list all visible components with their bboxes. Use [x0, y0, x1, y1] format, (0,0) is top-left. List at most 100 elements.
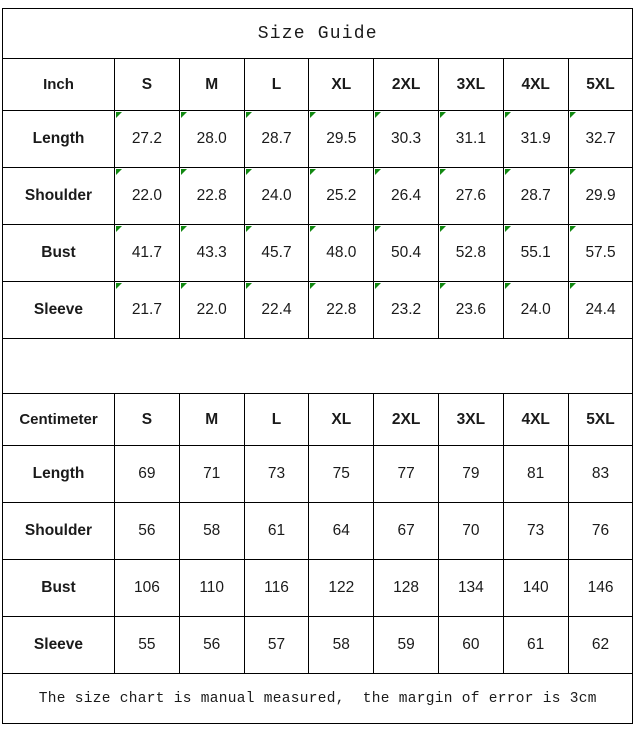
measurement-cell: 50.4 [373, 224, 439, 282]
measurement-cell: 70 [437, 502, 504, 560]
measurement-cell: 22.0 [114, 167, 180, 225]
footer-row: The size chart is manual measured, the m… [1, 673, 634, 724]
measurement-cell: 24.0 [243, 167, 310, 225]
column-header-5xl: 5XL [567, 58, 634, 111]
header-row-centimeter: Centimeter S M L XL 2XL 3XL 4XL 5XL [2, 393, 634, 446]
size-guide-table: Size Guide Inch S M L XL 2XL 3XL 4XL 5XL Length 27.… [1, 8, 634, 724]
data-row: Bust 106 110 116 122 128 134 140 146 [2, 559, 634, 617]
measurement-cell: 61 [502, 616, 569, 674]
measurement-cell: 62 [567, 616, 634, 674]
measurement-cell: 32.7 [567, 110, 634, 168]
measurement-cell: 28.7 [243, 110, 310, 168]
measurement-cell: 71 [178, 445, 245, 503]
data-row: Sleeve 55 56 57 58 59 60 61 62 [2, 616, 634, 674]
column-header-5xl: 5XL [567, 393, 634, 446]
column-header-xl: XL [308, 393, 375, 446]
row-label-sleeve: Sleeve [2, 616, 115, 674]
column-header-xl: XL [308, 58, 375, 111]
column-header-s: S [114, 58, 180, 111]
measurement-cell: 52.8 [437, 224, 504, 282]
measurement-cell: 64 [308, 502, 375, 560]
column-header-4xl: 4XL [502, 58, 569, 111]
measurement-cell: 24.4 [567, 281, 634, 339]
measurement-cell: 23.2 [373, 281, 439, 339]
row-label-bust: Bust [2, 559, 115, 617]
measurement-cell: 48.0 [308, 224, 375, 282]
row-label-shoulder: Shoulder [2, 167, 115, 225]
measurement-cell: 60 [437, 616, 504, 674]
measurement-cell: 29.9 [567, 167, 634, 225]
measurement-cell: 106 [114, 559, 180, 617]
row-label-shoulder: Shoulder [2, 502, 115, 560]
measurement-cell: 57.5 [567, 224, 634, 282]
measurement-cell: 73 [502, 502, 569, 560]
measurement-cell: 77 [373, 445, 439, 503]
measurement-cell: 67 [373, 502, 439, 560]
measurement-cell: 73 [243, 445, 310, 503]
measurement-cell: 41.7 [114, 224, 180, 282]
column-header-3xl: 3XL [437, 393, 504, 446]
row-label-length: Length [2, 445, 115, 503]
table-spacer-row [1, 338, 634, 394]
measurement-cell: 26.4 [373, 167, 439, 225]
measurement-cell: 61 [243, 502, 310, 560]
header-row-inch: Inch S M L XL 2XL 3XL 4XL 5XL [2, 58, 634, 111]
column-header-2xl: 2XL [373, 58, 439, 111]
column-header-l: L [243, 393, 310, 446]
measurement-cell: 81 [502, 445, 569, 503]
measurement-cell: 128 [373, 559, 439, 617]
measurement-cell: 24.0 [502, 281, 569, 339]
measurement-cell: 55 [114, 616, 180, 674]
measurement-cell: 43.3 [178, 224, 245, 282]
measurement-cell: 30.3 [373, 110, 439, 168]
measurement-cell: 56 [114, 502, 180, 560]
measurement-cell: 28.7 [502, 167, 569, 225]
measurement-cell: 28.0 [178, 110, 245, 168]
measurement-cell: 22.0 [178, 281, 245, 339]
column-header-4xl: 4XL [502, 393, 569, 446]
measurement-cell: 22.8 [178, 167, 245, 225]
measurement-cell: 76 [567, 502, 634, 560]
page-title: Size Guide [1, 8, 634, 59]
data-row: Length 27.2 28.0 28.7 29.5 30.3 31.1 31.9 32.7 [2, 110, 634, 168]
column-header-s: S [114, 393, 180, 446]
column-header-l: L [243, 58, 310, 111]
measurement-cell: 27.2 [114, 110, 180, 168]
measurement-cell: 31.1 [437, 110, 504, 168]
unit-label-centimeter: Centimeter [2, 393, 115, 446]
column-header-m: M [178, 58, 245, 111]
measurement-cell: 58 [178, 502, 245, 560]
measurement-cell: 29.5 [308, 110, 375, 168]
measurement-cell: 146 [567, 559, 634, 617]
measurement-cell: 110 [178, 559, 245, 617]
measurement-cell: 22.8 [308, 281, 375, 339]
title-row: Size Guide [1, 8, 634, 59]
measurement-cell: 55.1 [502, 224, 569, 282]
measurement-cell: 79 [437, 445, 504, 503]
data-row: Shoulder 22.0 22.8 24.0 25.2 26.4 27.6 28.7 29.9 [2, 167, 634, 225]
measurement-cell: 22.4 [243, 281, 310, 339]
measurement-cell: 69 [114, 445, 180, 503]
data-row: Sleeve 21.7 22.0 22.4 22.8 23.2 23.6 24.0 24.4 [2, 281, 634, 339]
measurement-cell: 21.7 [114, 281, 180, 339]
measurement-disclaimer: The size chart is manual measured, the m… [1, 673, 634, 724]
data-row: Shoulder 56 58 61 64 67 70 73 76 [2, 502, 634, 560]
measurement-cell: 27.6 [437, 167, 504, 225]
measurement-cell: 58 [308, 616, 375, 674]
data-row: Length 69 71 73 75 77 79 81 83 [2, 445, 634, 503]
measurement-cell: 140 [502, 559, 569, 617]
measurement-cell: 122 [308, 559, 375, 617]
table-spacer [1, 338, 634, 394]
row-label-bust: Bust [2, 224, 115, 282]
measurement-cell: 116 [243, 559, 310, 617]
unit-label-inch: Inch [2, 58, 115, 111]
measurement-cell: 57 [243, 616, 310, 674]
column-header-2xl: 2XL [373, 393, 439, 446]
row-label-sleeve: Sleeve [2, 281, 115, 339]
row-label-length: Length [2, 110, 115, 168]
measurement-cell: 25.2 [308, 167, 375, 225]
measurement-cell: 59 [373, 616, 439, 674]
measurement-cell: 83 [567, 445, 634, 503]
measurement-cell: 23.6 [437, 281, 504, 339]
